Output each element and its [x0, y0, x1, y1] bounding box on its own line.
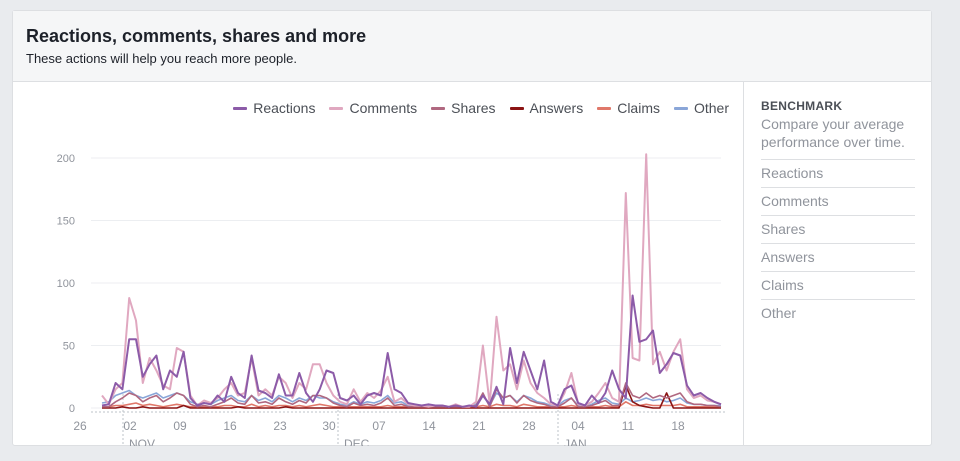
month-label: NOV — [129, 437, 155, 446]
month-label: DEC — [344, 437, 370, 446]
month-label: JAN — [564, 437, 587, 446]
series-line-reactions — [101, 294, 722, 408]
legend-item-reactions[interactable]: Reactions — [233, 100, 315, 116]
x-tick-label: 16 — [223, 419, 237, 433]
x-tick-label: 02 — [123, 419, 137, 433]
benchmark-heading: BENCHMARK — [761, 99, 843, 113]
legend-item-claims[interactable]: Claims — [597, 100, 660, 116]
x-tick-label: 21 — [472, 419, 486, 433]
x-tick-label: 09 — [173, 419, 187, 433]
legend-item-other[interactable]: Other — [673, 100, 729, 116]
legend-label: Other — [693, 100, 729, 116]
legend-item-answers[interactable]: Answers — [509, 100, 584, 116]
legend-item-comments[interactable]: Comments — [329, 100, 417, 116]
x-tick-label: 18 — [671, 419, 685, 433]
y-tick-label: 100 — [57, 278, 75, 290]
legend-swatch — [597, 106, 612, 110]
y-tick-label: 0 — [69, 403, 75, 415]
legend-label: Reactions — [253, 100, 316, 116]
insights-card: Reactions, comments, shares and more The… — [12, 10, 932, 446]
series-line-comments — [101, 153, 722, 408]
legend-swatch — [329, 106, 344, 110]
y-tick-label: 200 — [57, 153, 75, 165]
benchmark-list: Reactions Comments Shares Answers Claims Othe… — [761, 159, 915, 327]
benchmark-description: Compare your average performance over ti… — [761, 116, 905, 150]
legend-swatch — [431, 106, 446, 110]
series-line-answers — [102, 384, 721, 409]
benchmark-item-comments[interactable]: Comments — [761, 187, 915, 215]
benchmark-item-shares[interactable]: Shares — [761, 215, 915, 243]
legend-label: Claims — [617, 100, 660, 116]
series-line-shares — [102, 382, 722, 408]
y-tick-label: 150 — [57, 216, 75, 228]
line-chart: 0 50 100 150 200 26 02 09 16 23 30 07 14 21 28 04 11 18 NO… — [57, 153, 727, 446]
legend-label: Shares — [451, 100, 496, 116]
card-title: Reactions, comments, shares and more — [26, 26, 367, 46]
y-tick-label: 50 — [63, 341, 75, 353]
legend-label: Comments — [349, 100, 418, 116]
benchmark-item-other[interactable]: Other — [761, 299, 915, 327]
x-tick-label: 14 — [422, 419, 436, 433]
x-tick-label: 04 — [571, 419, 585, 433]
x-tick-label: 26 — [73, 419, 87, 433]
benchmark-panel: BENCHMARK Compare your average performan… — [743, 82, 931, 446]
x-tick-label: 23 — [273, 419, 287, 433]
benchmark-item-answers[interactable]: Answers — [761, 243, 915, 271]
x-tick-label: 11 — [622, 419, 635, 433]
x-tick-label: 30 — [322, 419, 336, 433]
benchmark-item-claims[interactable]: Claims — [761, 271, 915, 299]
card-subtitle: These actions will help you reach more p… — [26, 51, 297, 66]
chart-area: 0 50 100 150 200 26 02 09 16 23 30 07 14 21 28 04 11 18 NO… — [13, 82, 743, 446]
legend-swatch — [509, 106, 524, 110]
legend-swatch — [233, 106, 248, 110]
card-header: Reactions, comments, shares and more The… — [13, 11, 931, 82]
x-tick-label: 28 — [522, 419, 536, 433]
legend-swatch — [673, 106, 688, 110]
legend-label: Answers — [529, 100, 584, 116]
benchmark-item-reactions[interactable]: Reactions — [761, 159, 915, 187]
chart-legend: Reactions Comments Shares Answers Claims Othe… — [233, 100, 729, 116]
legend-item-shares[interactable]: Shares — [431, 100, 496, 116]
x-tick-label: 07 — [372, 419, 386, 433]
